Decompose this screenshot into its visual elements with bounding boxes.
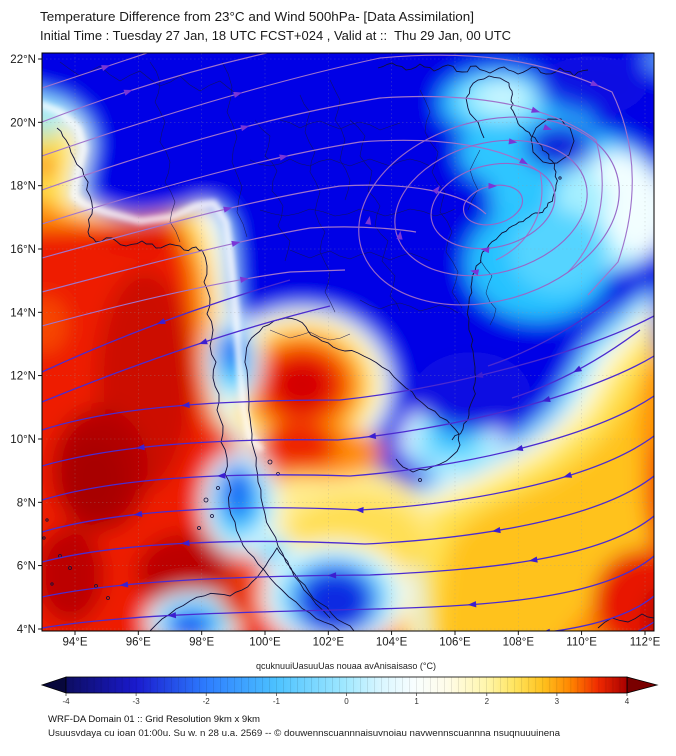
svg-text:98°E: 98°E xyxy=(189,637,214,649)
svg-text:22°N: 22°N xyxy=(10,54,36,66)
svg-text:10°N: 10°N xyxy=(10,434,36,446)
svg-text:6°N: 6°N xyxy=(17,561,36,573)
svg-text:WRF-DA Domain 01 :: Grid Resol: WRF-DA Domain 01 :: Grid Resolution 9km … xyxy=(48,714,260,724)
svg-text:3: 3 xyxy=(555,697,560,706)
svg-text:-1: -1 xyxy=(273,697,281,706)
svg-text:Usuusvdaya cu ioan 01:00u. Su: Usuusvdaya cu ioan 01:00u. Su w. n 28 u.… xyxy=(48,728,560,738)
svg-text:106°E: 106°E xyxy=(439,637,471,649)
svg-text:18°N: 18°N xyxy=(10,181,36,193)
svg-text:102°E: 102°E xyxy=(313,637,345,649)
svg-text:16°N: 16°N xyxy=(10,244,36,256)
svg-text:Initial Time : Tuesday 27 Jan,: Initial Time : Tuesday 27 Jan, 18 UTC FC… xyxy=(40,28,511,43)
svg-text:96°E: 96°E xyxy=(126,637,151,649)
svg-text:-2: -2 xyxy=(203,697,211,706)
svg-text:8°N: 8°N xyxy=(17,497,36,509)
svg-text:12°N: 12°N xyxy=(10,371,36,383)
svg-text:Temperature Difference from 23: Temperature Difference from 23°C and Win… xyxy=(40,9,474,24)
svg-text:112°E: 112°E xyxy=(630,637,661,649)
svg-text:20°N: 20°N xyxy=(10,117,36,129)
svg-text:110°E: 110°E xyxy=(566,637,597,649)
svg-text:qcuknuuiUasuuUas nouaa avAnisa: qcuknuuiUasuuUas nouaa avAnisaisaso (°C) xyxy=(256,661,436,671)
svg-text:100°E: 100°E xyxy=(249,637,281,649)
svg-text:108°E: 108°E xyxy=(503,637,535,649)
svg-text:1: 1 xyxy=(414,697,419,706)
svg-text:2: 2 xyxy=(485,697,490,706)
svg-text:94°E: 94°E xyxy=(62,637,87,649)
svg-text:0: 0 xyxy=(344,697,349,706)
svg-text:4: 4 xyxy=(625,697,630,706)
svg-text:14°N: 14°N xyxy=(10,307,36,319)
svg-text:-4: -4 xyxy=(62,697,70,706)
svg-text:104°E: 104°E xyxy=(376,637,408,649)
svg-text:-3: -3 xyxy=(133,697,141,706)
svg-text:4°N: 4°N xyxy=(17,624,36,636)
